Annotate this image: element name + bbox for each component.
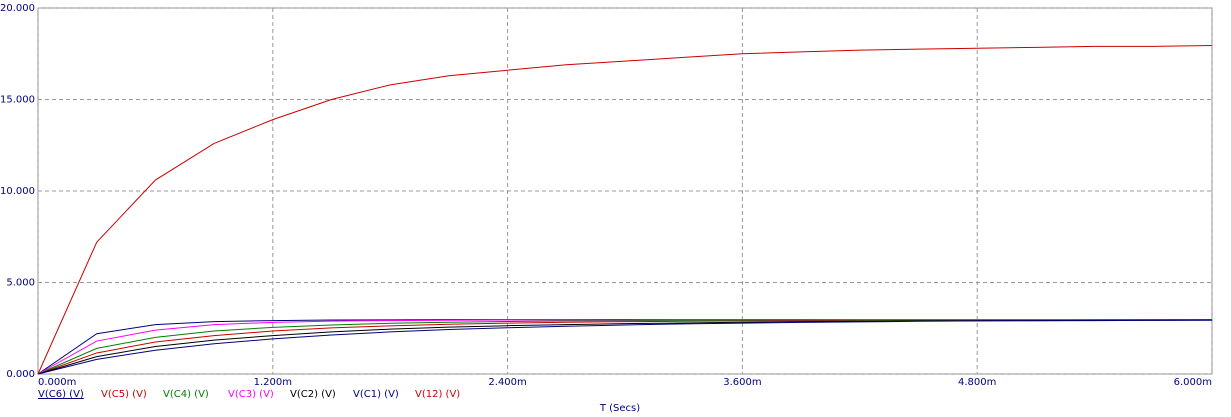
x-axis-label: T (Secs) <box>599 403 640 414</box>
x-tick-label: 6.000m <box>1174 377 1212 388</box>
legend-entry: V(C4) (V) <box>163 389 209 400</box>
legend-entry: V(C1) (V) <box>353 389 399 400</box>
y-tick-label: 0.000 <box>6 369 35 380</box>
y-tick-label: 10.000 <box>0 186 35 197</box>
legend-entry: V(C6) (V) <box>38 389 84 400</box>
y-tick-label: 15.000 <box>0 95 35 106</box>
x-tick-label: 3.600m <box>723 377 761 388</box>
legend-entry: V(12) (V) <box>415 389 460 400</box>
x-tick-label: 1.200m <box>254 377 292 388</box>
x-tick-label: 4.800m <box>958 377 996 388</box>
legend-entry: V(C3) (V) <box>228 389 274 400</box>
legend-entry: V(C2) (V) <box>290 389 336 400</box>
plot-area <box>37 7 1213 375</box>
series-line <box>37 318 1212 375</box>
x-tick-label: 2.400m <box>488 377 526 388</box>
y-tick-label: 20.000 <box>0 3 35 14</box>
legend-entry: V(C5) (V) <box>101 389 147 400</box>
y-tick-label: 5.000 <box>6 278 35 289</box>
series-line <box>37 45 1213 375</box>
x-tick-label: 0.000m <box>38 377 76 388</box>
series-line <box>37 319 1213 375</box>
